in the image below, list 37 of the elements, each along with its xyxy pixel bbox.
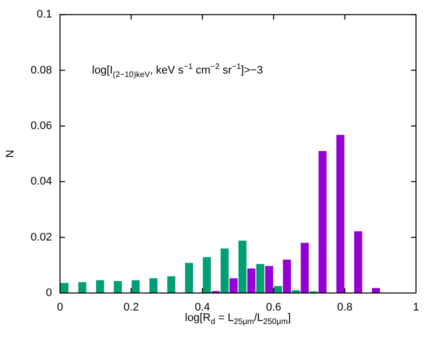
bar [132,280,140,293]
bar [78,282,86,293]
x-axis-title: log[R$_{d}$ = L$_{25μm}$/L$_{250μm}$] [185,312,291,326]
y-tick-label: 0.02 [30,231,52,244]
bar [256,264,264,293]
bar [185,262,194,293]
y-tick-label: 0.1 [36,8,52,21]
x-tick-label: 0.6 [266,302,282,314]
bar [238,240,246,293]
y-tick-label: 0 [46,287,52,300]
bar [230,278,238,293]
text: log[I$_{(2−10)keV}$, keV s$^{−1}$ cm$^{−2}$ sr$^{−1}$]>−3 [92,62,263,79]
y-axis-title: N [4,150,17,158]
x-tick-label: 0 [56,302,64,314]
bar [336,134,344,293]
bar [247,268,256,293]
bar [282,260,291,293]
bar [149,278,158,293]
bar [300,242,309,293]
bar [318,151,327,293]
x-tick-label: 1 [412,302,420,314]
bar [220,248,229,293]
bar [60,282,68,293]
bar [354,231,362,293]
bar [114,281,122,293]
bar [167,276,176,293]
y-tick-label: 0.08 [30,64,52,76]
bar [265,266,274,293]
y-tick-label: 0.06 [30,120,52,132]
y-tick-label: 0.04 [30,176,52,188]
bar [96,280,104,293]
x-tick-label: 0.8 [337,302,352,314]
bar [274,286,282,293]
x-tick-label: 0.4 [194,302,210,314]
bar [292,290,300,293]
bar [202,257,211,293]
x-tick-label: 0.2 [124,302,139,314]
